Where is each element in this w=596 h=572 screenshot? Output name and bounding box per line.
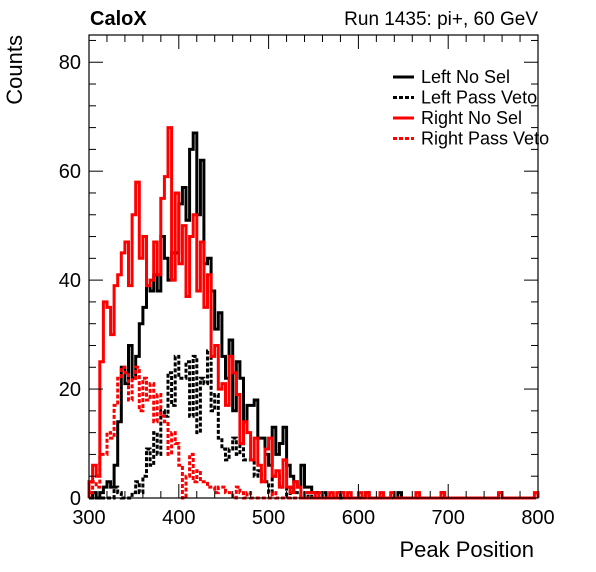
x-tick-label: 400 — [162, 507, 195, 529]
x-tick-label: 500 — [252, 507, 285, 529]
y-tick-label: 60 — [59, 161, 81, 183]
y-tick-label: 40 — [59, 270, 81, 292]
y-axis-label: Counts — [2, 35, 27, 105]
series-line-left-pass-veto — [89, 349, 452, 500]
legend-label: Right Pass Veto — [421, 129, 549, 149]
y-tick-label: 20 — [59, 379, 81, 401]
y-tick-label: 0 — [70, 488, 81, 510]
x-axis-label: Peak Position — [399, 537, 534, 562]
y-tick-label: 80 — [59, 52, 81, 74]
series-line-right-pass-veto — [87, 365, 341, 500]
series-layer — [87, 126, 540, 500]
x-tick-label: 600 — [342, 507, 375, 529]
series-line-left-no-sel — [89, 131, 452, 500]
x-tick-label: 700 — [432, 507, 465, 529]
run-label: Run 1435: pi+, 60 GeV — [344, 9, 538, 30]
legend-label: Right No Sel — [421, 108, 522, 128]
legend-label: Left No Sel — [421, 67, 510, 87]
legend-label: Left Pass Veto — [421, 88, 537, 108]
x-tick-label: 300 — [72, 507, 105, 529]
calox-label: CaloX — [90, 8, 147, 30]
plot-frame — [88, 34, 539, 499]
tick-layer: 300 400 500 600 700 800 0 20 40 60 80 — [59, 35, 555, 529]
x-tick-label: 800 — [521, 507, 554, 529]
